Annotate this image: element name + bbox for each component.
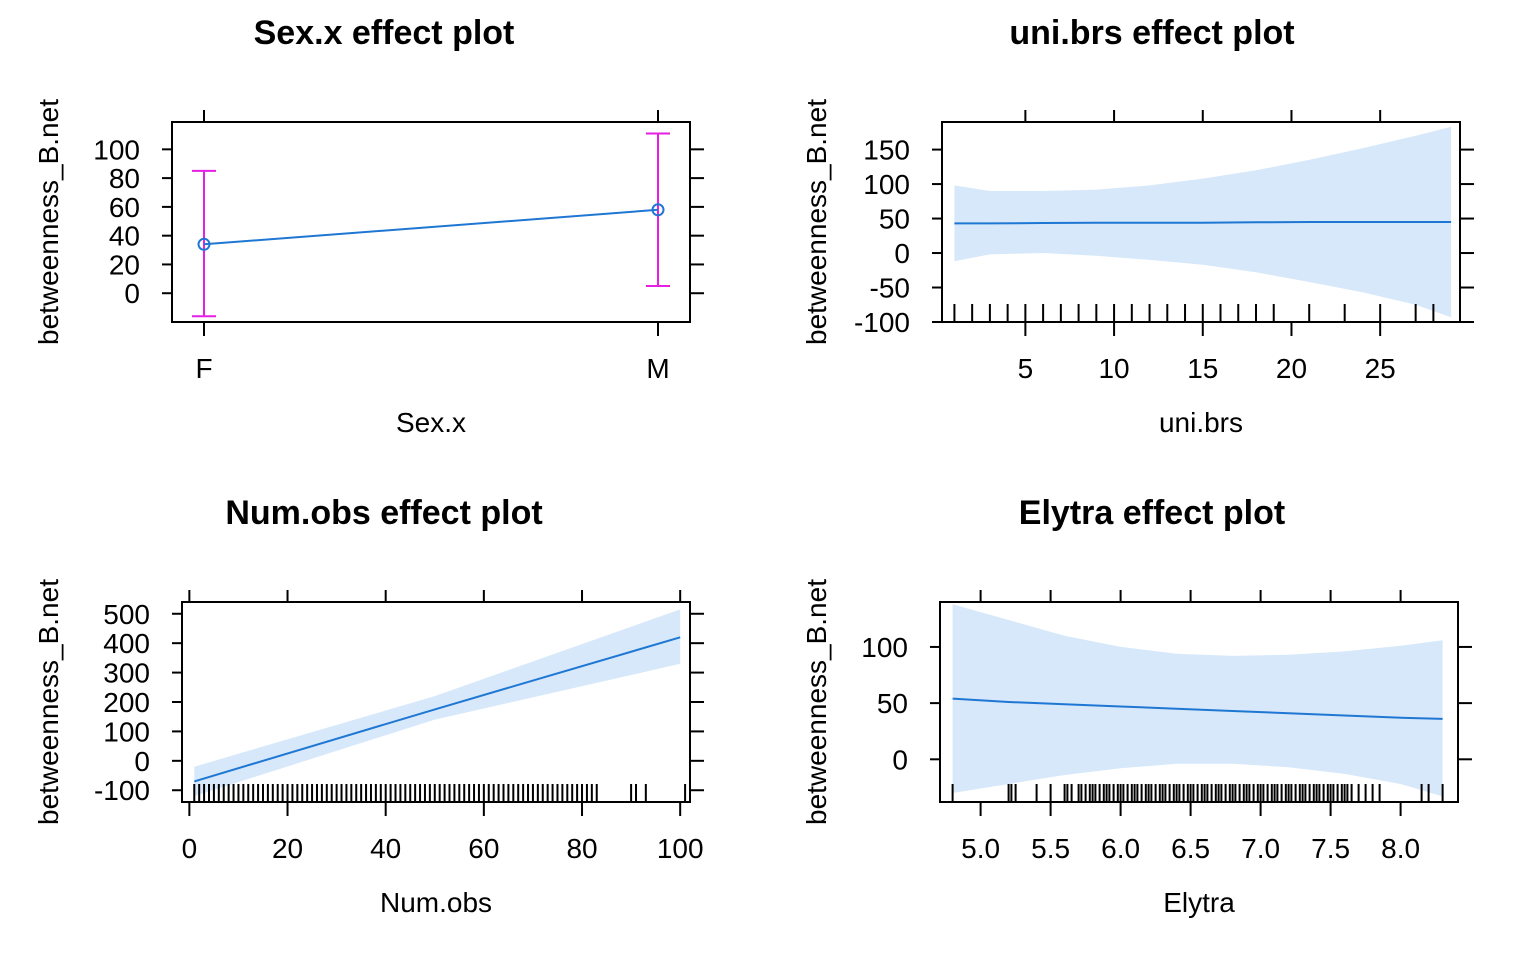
x-tick-label: 6.5 — [1171, 833, 1210, 864]
panel-2: uni.brs effect plot uni.brs betweenness_B.… — [801, 14, 1474, 438]
y-tick-label: 150 — [863, 135, 910, 166]
x-tick-label: 0 — [182, 833, 198, 864]
y-axis-label: betweenness_B.net — [801, 579, 832, 825]
plot-frame — [939, 601, 1459, 803]
plot-title: Num.obs effect plot — [225, 494, 542, 532]
y-axis-label: betweenness_B.net — [33, 579, 64, 825]
effect-line — [203, 208, 659, 246]
plot-frame — [171, 121, 691, 323]
estimate-point — [197, 237, 211, 251]
rug-marks — [953, 304, 1435, 322]
y-tick-label: -100 — [94, 775, 150, 806]
panel-1: Sex.x effect plot Sex.x betweenness_B.net 0… — [33, 14, 704, 438]
x-tick-label: 5.0 — [961, 833, 1000, 864]
y-axis-label: betweenness_B.net — [801, 99, 832, 345]
plot-title: uni.brs effect plot — [1009, 14, 1294, 52]
x-axis-label: Sex.x — [396, 407, 466, 438]
confidence-band — [952, 604, 1443, 797]
x-tick-label: 20 — [272, 833, 303, 864]
plot-title: Elytra effect plot — [1019, 494, 1285, 532]
x-tick-label: 25 — [1365, 353, 1396, 384]
y-tick-label: 100 — [861, 632, 908, 663]
panel-3: Num.obs effect plot Num.obs betweenness_B.… — [33, 494, 704, 918]
x-tick-label: F — [195, 353, 212, 384]
error-bar-M — [646, 132, 670, 288]
effect-line — [194, 636, 681, 783]
confidence-band — [194, 609, 681, 797]
x-tick-label: 20 — [1276, 353, 1307, 384]
x-tick-label: 5 — [1018, 353, 1034, 384]
y-tick-label: 100 — [93, 134, 140, 165]
rug-marks — [193, 784, 687, 802]
y-axis-label: betweenness_B.net — [33, 99, 64, 345]
y-tick-label: 50 — [877, 688, 908, 719]
x-tick-label: M — [646, 353, 669, 384]
x-tick-label: 40 — [370, 833, 401, 864]
x-tick-label: 100 — [657, 833, 704, 864]
x-tick-label: 7.0 — [1241, 833, 1280, 864]
effect-line — [954, 221, 1452, 225]
y-tick-label: 400 — [103, 628, 150, 659]
x-tick-label: 8.0 — [1381, 833, 1420, 864]
y-tick-label: 40 — [109, 221, 140, 252]
x-tick-label: 15 — [1187, 353, 1218, 384]
plot-frame — [941, 121, 1461, 323]
x-tick-label: 5.5 — [1031, 833, 1070, 864]
panel-4: Elytra effect plot Elytra betweenness_B.ne… — [801, 494, 1472, 918]
y-tick-label: 500 — [103, 599, 150, 630]
y-tick-label: 60 — [109, 192, 140, 223]
x-axis-label: uni.brs — [1159, 407, 1243, 438]
effect-line — [952, 697, 1443, 720]
y-tick-label: 0 — [134, 746, 150, 777]
y-tick-label: 20 — [109, 249, 140, 280]
y-tick-label: -100 — [854, 307, 910, 338]
x-tick-label: 7.5 — [1311, 833, 1350, 864]
y-tick-label: 50 — [879, 204, 910, 235]
y-tick-label: 0 — [894, 238, 910, 269]
x-tick-label: 80 — [566, 833, 597, 864]
x-tick-label: 60 — [468, 833, 499, 864]
estimate-point — [651, 203, 665, 217]
x-axis-label: Elytra — [1163, 887, 1235, 918]
x-tick-label: 10 — [1098, 353, 1129, 384]
y-tick-label: 100 — [103, 716, 150, 747]
x-axis-label: Num.obs — [380, 887, 492, 918]
y-tick-label: 100 — [863, 169, 910, 200]
plot-title: Sex.x effect plot — [254, 14, 515, 52]
x-tick-label: 6.0 — [1101, 833, 1140, 864]
y-tick-label: -50 — [870, 273, 910, 304]
y-tick-label: 0 — [124, 278, 140, 309]
y-tick-label: 200 — [103, 687, 150, 718]
y-tick-label: 0 — [892, 744, 908, 775]
y-tick-label: 80 — [109, 163, 140, 194]
rug-marks — [951, 784, 1444, 802]
y-tick-label: 300 — [103, 658, 150, 689]
